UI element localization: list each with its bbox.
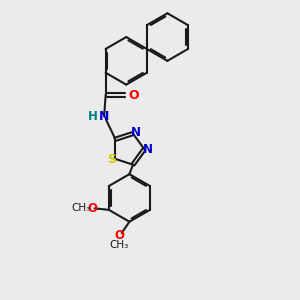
Text: N: N [143,142,153,156]
Text: CH₃: CH₃ [110,241,129,250]
Text: O: O [128,88,139,101]
Text: CH₃: CH₃ [71,203,90,213]
Text: S: S [106,152,116,166]
Text: N: N [99,110,110,123]
Text: O: O [114,230,124,242]
Text: H: H [88,110,98,123]
Text: O: O [87,202,97,215]
Text: N: N [131,126,141,139]
